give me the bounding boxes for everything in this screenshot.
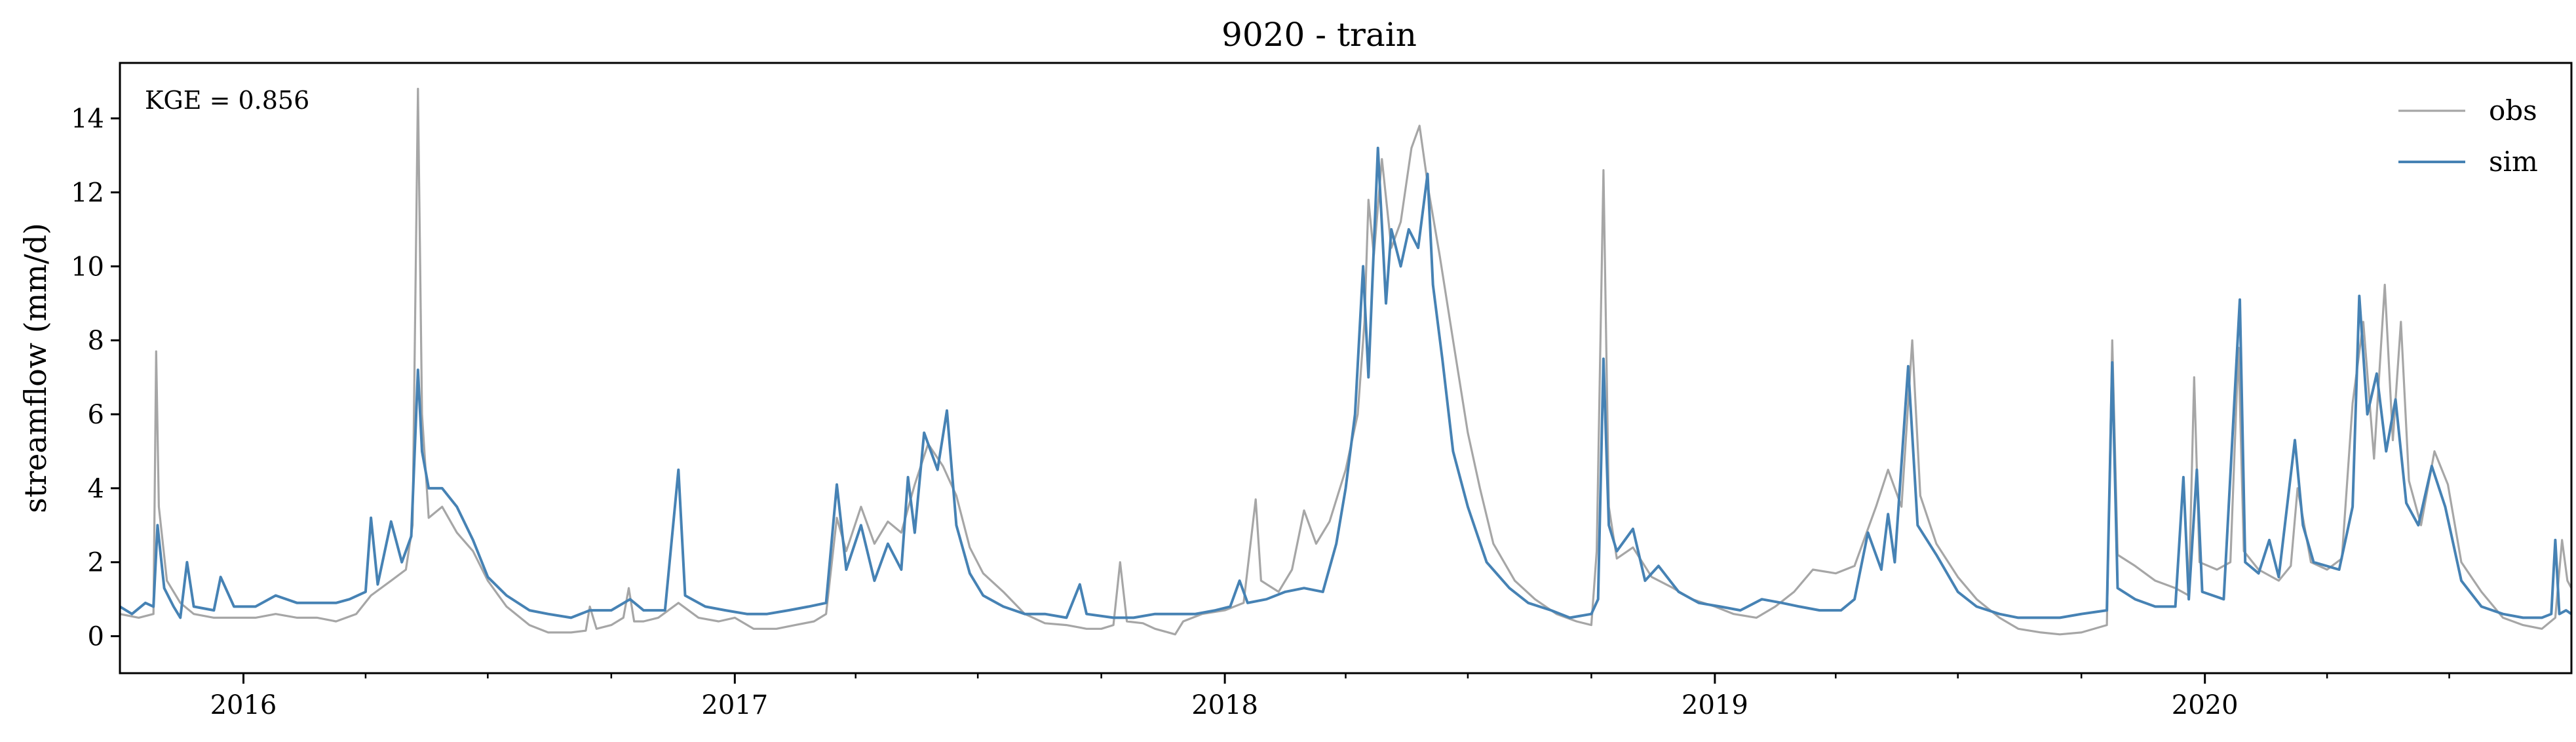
- plot-area: [120, 87, 2571, 636]
- x-axis: 2016 2017 2018 2019 2020: [210, 673, 2450, 720]
- y-axis: 0 2 4 6 8 10 12 14: [71, 104, 120, 652]
- x-tick-label: 2020: [2172, 690, 2239, 720]
- legend: obs sim: [2398, 94, 2538, 178]
- legend-label-obs: obs: [2489, 94, 2537, 127]
- y-tick-label: 12: [71, 178, 104, 208]
- chart-title: 9020 - train: [1221, 16, 1417, 54]
- y-tick-label: 14: [71, 104, 104, 134]
- y-axis-label: streamflow (mm/d): [18, 223, 53, 513]
- y-tick-label: 0: [88, 622, 104, 652]
- legend-label-sim: sim: [2489, 146, 2538, 178]
- x-tick-label: 2019: [1682, 690, 1748, 720]
- x-tick-label: 2017: [701, 690, 768, 720]
- y-tick-label: 10: [71, 252, 104, 282]
- kge-annotation: KGE = 0.856: [145, 86, 309, 115]
- x-tick-label: 2018: [1191, 690, 1258, 720]
- x-tick-label: 2016: [210, 690, 277, 720]
- y-tick-label: 4: [88, 474, 104, 504]
- y-tick-label: 6: [88, 400, 104, 430]
- y-tick-label: 8: [88, 326, 104, 356]
- series-line-obs: [120, 87, 2571, 636]
- series-line-sim: [120, 146, 2571, 619]
- y-tick-label: 2: [88, 548, 104, 578]
- plot-frame: [119, 62, 2573, 674]
